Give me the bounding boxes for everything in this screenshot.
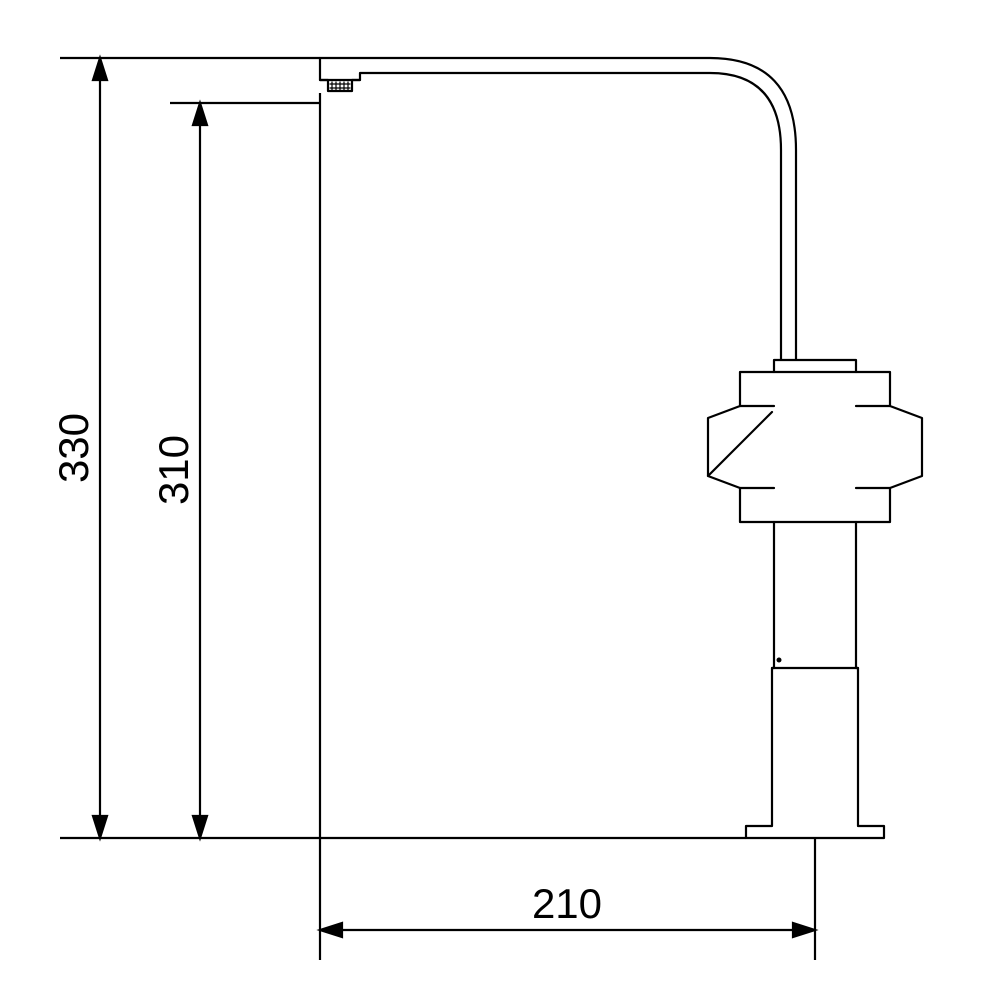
handle-left-diag bbox=[708, 412, 772, 476]
dim-210-arrow-left bbox=[320, 923, 342, 937]
dimension-labels: 330 310 210 bbox=[50, 413, 602, 927]
label-210: 210 bbox=[532, 880, 602, 927]
technical-drawing: 330 310 210 bbox=[0, 0, 1000, 1000]
dim-310-arrow-bottom bbox=[193, 816, 207, 838]
label-310: 310 bbox=[150, 435, 197, 505]
faucet-outline bbox=[320, 58, 922, 838]
dim-310-arrow-top bbox=[193, 103, 207, 125]
dim-330-arrow-bottom bbox=[93, 816, 107, 838]
label-330: 330 bbox=[50, 413, 97, 483]
dimensions bbox=[60, 58, 815, 960]
body-vent bbox=[777, 658, 782, 663]
aerator-detail bbox=[330, 82, 350, 90]
faucet-silhouette bbox=[320, 58, 922, 838]
dim-330-arrow-top bbox=[93, 58, 107, 80]
dim-210-arrow-right bbox=[793, 923, 815, 937]
